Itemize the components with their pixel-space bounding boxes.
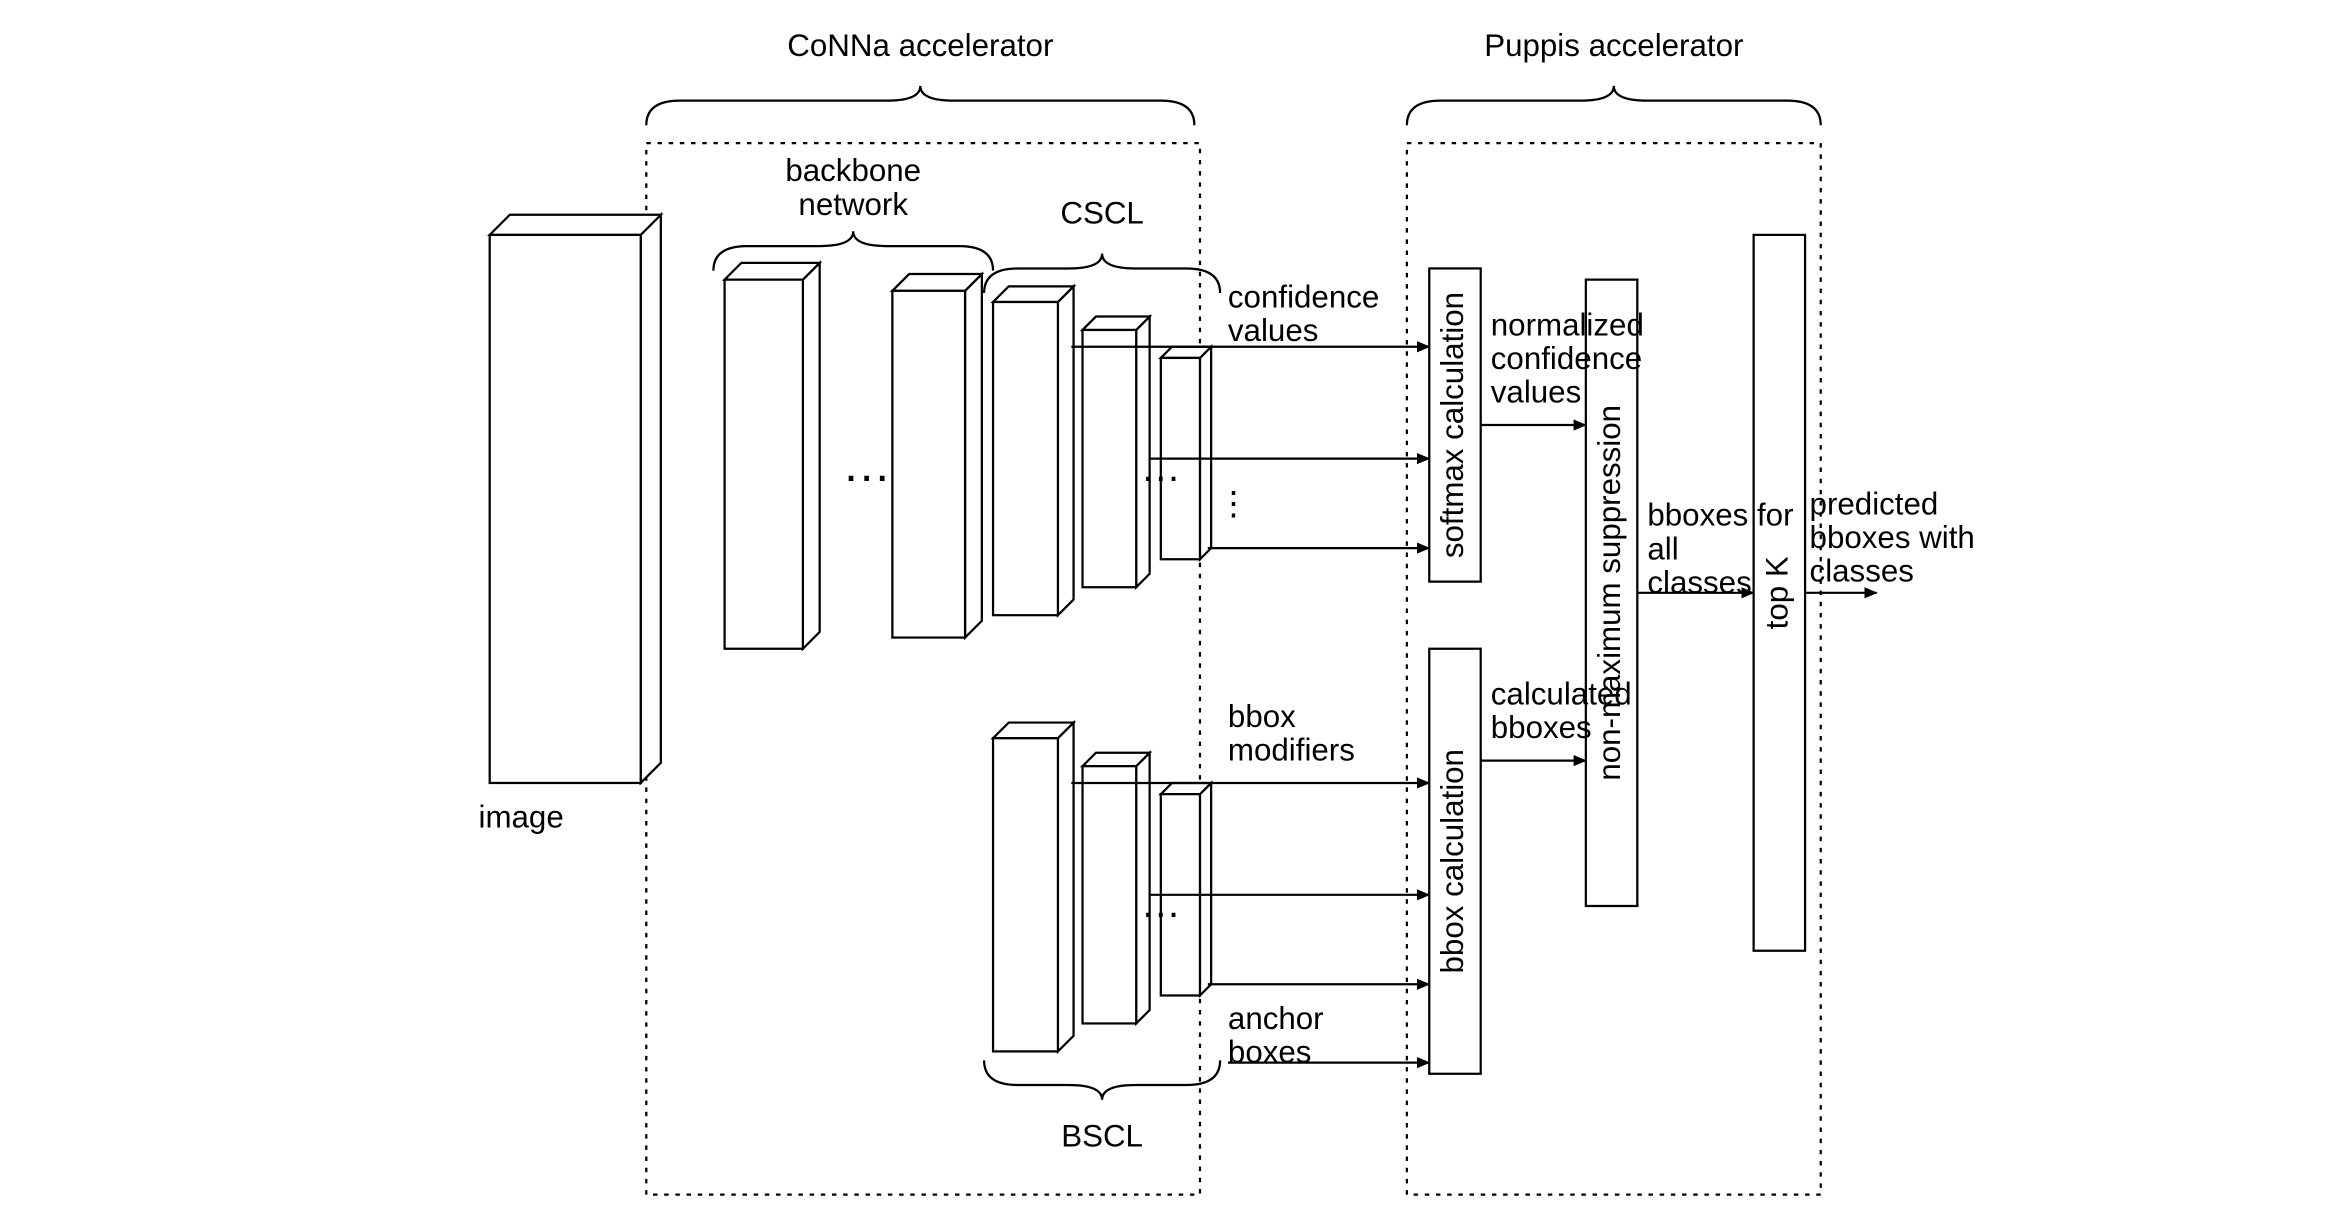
normalized-label-3: values	[1491, 375, 1581, 410]
ellipsis-backbone: …	[842, 437, 891, 492]
bbox-all-label-3: classes	[1647, 565, 1751, 600]
cscl-brace: CSCL	[984, 196, 1220, 293]
cscl-label: CSCL	[1060, 196, 1143, 231]
svg-text:top K: top K	[1760, 556, 1795, 629]
calculated-label-1: calculated	[1491, 677, 1632, 712]
puppis-brace: Puppis accelerator	[1407, 28, 1821, 125]
backbone-label-1: backbone	[785, 153, 921, 188]
architecture-diagram: CoNNa accelerator Puppis accelerator bac…	[0, 0, 2344, 1208]
confidence-label-2: values	[1228, 313, 1318, 348]
bbox-mod-label-2: modifiers	[1228, 733, 1355, 768]
svg-text:non-maximum suppression: non-maximum suppression	[1592, 405, 1627, 781]
svg-text:softmax calculation: softmax calculation	[1435, 292, 1470, 558]
bscl-brace: BSCL	[984, 1060, 1220, 1153]
bscl-label: BSCL	[1061, 1118, 1143, 1153]
conna-brace: CoNNa accelerator	[646, 28, 1194, 125]
anchor-label-1: anchor	[1228, 1001, 1324, 1036]
bbox-mod-label-1: bbox	[1228, 699, 1296, 734]
bbox-all-label-1: bboxes for	[1647, 498, 1793, 533]
image-label: image	[479, 800, 564, 835]
predicted-label-3: classes	[1810, 554, 1914, 589]
conna-title: CoNNa accelerator	[787, 28, 1053, 63]
normalized-label-1: normalized	[1491, 308, 1644, 343]
calculated-label-2: bboxes	[1491, 710, 1592, 745]
bbox-all-label-2: all	[1647, 531, 1678, 566]
layer-slabs	[490, 215, 1211, 1052]
predicted-label-2: bboxes with	[1810, 520, 1975, 555]
puppis-title: Puppis accelerator	[1484, 28, 1743, 63]
anchor-label-2: boxes	[1228, 1035, 1312, 1070]
ellipsis-branches: ⋮	[1217, 486, 1251, 523]
normalized-label-2: confidence	[1491, 341, 1642, 376]
confidence-label-1: confidence	[1228, 280, 1379, 315]
ellipsis-bscl: …	[1141, 881, 1181, 926]
svg-text:bbox calculation: bbox calculation	[1435, 749, 1470, 973]
predicted-label-1: predicted	[1810, 487, 1939, 522]
ellipsis-cscl: …	[1141, 445, 1181, 490]
backbone-label-2: network	[798, 187, 908, 222]
backbone-brace: backbone network	[713, 153, 993, 270]
